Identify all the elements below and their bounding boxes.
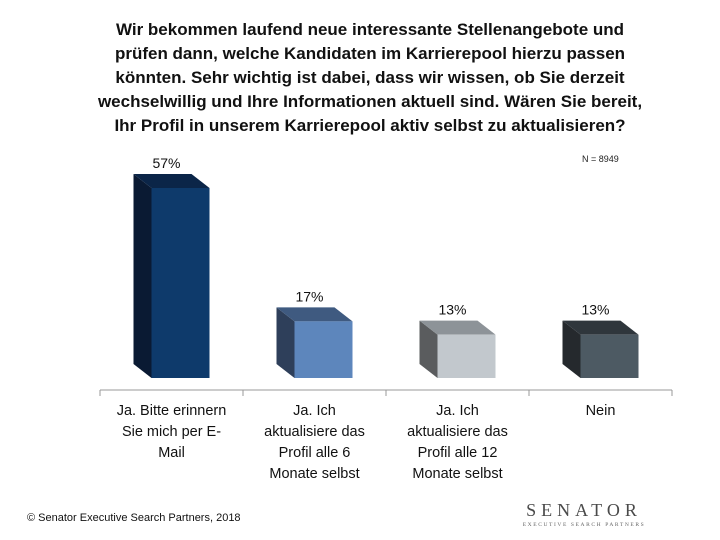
sample-size-note: N = 8949 bbox=[582, 154, 619, 164]
category-label-line: aktualisiere das bbox=[407, 424, 508, 440]
category-label-line: Sie mich per E- bbox=[121, 424, 222, 440]
title-line: prüfen dann, welche Kandidaten im Karrie… bbox=[114, 44, 626, 63]
bar-top-face bbox=[419, 320, 496, 335]
category-label-line: Ja. Ich bbox=[436, 403, 479, 419]
category-label-line: Monate selbst bbox=[412, 466, 503, 482]
data-label: 13% bbox=[581, 302, 609, 318]
category-label-line: Profil alle 12 bbox=[417, 445, 498, 461]
data-label: 57% bbox=[152, 155, 180, 171]
category-label-line: Profil alle 6 bbox=[278, 445, 351, 461]
data-label: 17% bbox=[295, 288, 323, 304]
bar bbox=[151, 188, 210, 378]
bar-side-face bbox=[276, 307, 295, 378]
category-label: Ja. Ich aktualisiere das Profil alle 12 Mon… bbox=[394, 401, 522, 485]
bar-side-face bbox=[419, 320, 438, 378]
category-label: Ja. Bitte erinnern Sie mich per E- Mail bbox=[108, 401, 236, 464]
bar-side-face bbox=[562, 320, 581, 378]
title-line: wechselwillig und Ihre Informationen akt… bbox=[97, 92, 643, 111]
copyright-footer: © Senator Executive Search Partners, 201… bbox=[27, 512, 241, 524]
title-line: könnten. Sehr wichtig ist dabei, dass wi… bbox=[115, 68, 625, 87]
data-label: 13% bbox=[438, 302, 466, 318]
category-label: Nein bbox=[537, 401, 665, 422]
logo-tagline: EXECUTIVE SEARCH PARTNERS bbox=[522, 522, 646, 528]
bar bbox=[580, 334, 639, 378]
category-label-line: Nein bbox=[585, 403, 616, 419]
chart-title: Wir bekommen laufend neue interessante S… bbox=[60, 18, 680, 138]
senator-logo: SENATOR EXECUTIVE SEARCH PARTNERS bbox=[520, 500, 648, 528]
category-label-line: Ja. Ich bbox=[293, 403, 336, 419]
title-line: Wir bekommen laufend neue interessante S… bbox=[115, 20, 625, 39]
category-label-line: Mail bbox=[158, 445, 185, 461]
title-line: Ihr Profil in unserem Karrierepool aktiv… bbox=[114, 116, 626, 135]
bar-top-face bbox=[562, 320, 639, 335]
category-label-line: Ja. Bitte erinnern bbox=[116, 403, 227, 419]
bar-side-face bbox=[133, 174, 152, 378]
category-label-line: Monate selbst bbox=[269, 466, 360, 482]
bar-top-face bbox=[276, 307, 353, 322]
bar-top-face bbox=[133, 174, 210, 188]
bar bbox=[437, 334, 496, 378]
category-label-line: aktualisiere das bbox=[264, 424, 365, 440]
category-label: Ja. Ich aktualisiere das Profil alle 6 Mona… bbox=[251, 401, 379, 485]
bar bbox=[294, 321, 353, 378]
logo-wordmark: SENATOR bbox=[526, 500, 642, 520]
